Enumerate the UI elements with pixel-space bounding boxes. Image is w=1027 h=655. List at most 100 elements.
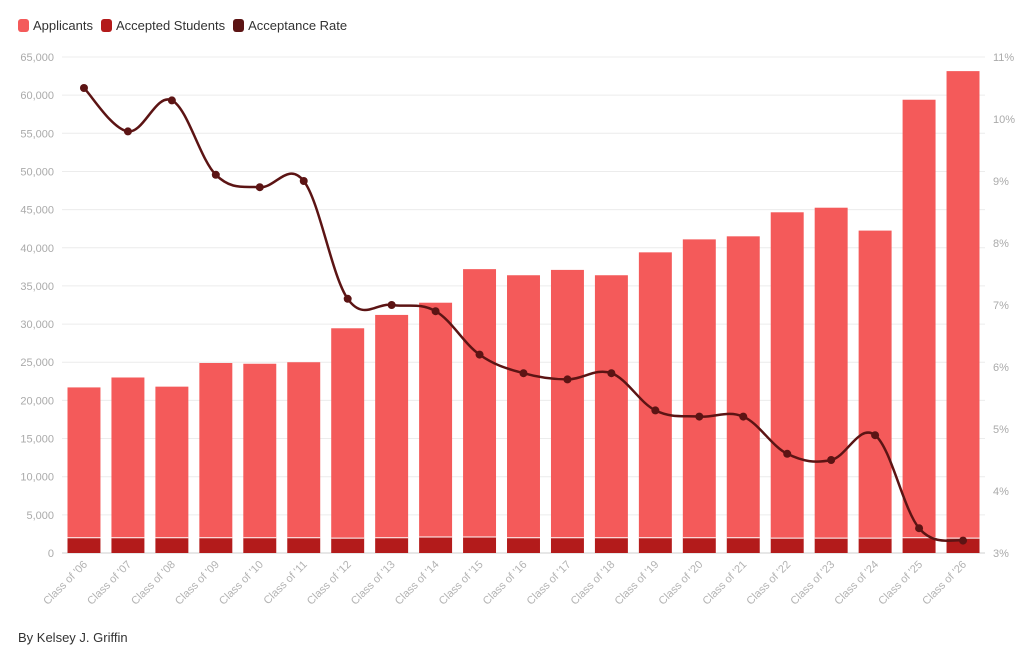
acceptance-rate-point[interactable] — [211, 170, 220, 179]
legend-item-applicants[interactable]: Applicants — [18, 18, 93, 33]
y-tick-label: 60,000 — [20, 90, 54, 102]
bar-applicants[interactable] — [419, 302, 453, 537]
bar-applicants[interactable] — [550, 269, 584, 538]
acceptance-rate-point[interactable] — [563, 375, 572, 384]
bar-accepted[interactable] — [638, 537, 672, 553]
y2-tick-label: 5% — [993, 424, 1009, 436]
legend-item-rate[interactable]: Acceptance Rate — [233, 18, 347, 33]
x-tick-label: Class of '26 — [920, 559, 969, 608]
y2-tick-label: 6% — [993, 362, 1009, 374]
bar-applicants[interactable] — [287, 362, 321, 538]
acceptance-rate-point[interactable] — [79, 84, 88, 92]
bar-accepted[interactable] — [594, 537, 628, 553]
acceptance-rate-point[interactable] — [343, 294, 352, 303]
bar-accepted[interactable] — [155, 537, 189, 553]
acceptance-rate-point[interactable] — [255, 183, 264, 192]
x-tick-label: Class of '25 — [876, 559, 925, 608]
y-tick-label: 5,000 — [26, 510, 54, 522]
y2-tick-label: 10% — [993, 114, 1015, 126]
bar-applicants[interactable] — [770, 212, 804, 539]
acceptance-rate-point[interactable] — [695, 412, 704, 421]
bar-applicants[interactable] — [463, 269, 497, 537]
acceptance-rate-point[interactable] — [783, 449, 792, 458]
x-tick-label: Class of '13 — [349, 559, 398, 608]
y-tick-label: 15,000 — [20, 434, 54, 446]
bar-applicants[interactable] — [638, 252, 672, 538]
y-tick-label: 55,000 — [20, 128, 54, 140]
bar-accepted[interactable] — [902, 537, 936, 553]
x-tick-label: Class of '12 — [305, 559, 354, 608]
x-tick-label: Class of '18 — [569, 559, 618, 608]
bar-applicants[interactable] — [243, 363, 277, 538]
acceptance-rate-point[interactable] — [387, 301, 396, 309]
bar-accepted[interactable] — [726, 537, 760, 553]
x-tick-label: Class of '20 — [657, 559, 706, 608]
bar-applicants[interactable] — [199, 362, 233, 538]
acceptance-rate-point[interactable] — [915, 524, 924, 533]
bar-accepted[interactable] — [682, 537, 716, 553]
bar-applicants[interactable] — [111, 377, 145, 538]
y-tick-label: 50,000 — [20, 166, 54, 178]
bar-accepted[interactable] — [67, 537, 101, 553]
bar-applicants[interactable] — [507, 275, 540, 538]
y2-tick-label: 7% — [993, 300, 1009, 312]
acceptance-rate-point[interactable] — [431, 307, 440, 316]
acceptance-rate-point[interactable] — [299, 177, 308, 185]
x-tick-label: Class of '21 — [700, 559, 749, 608]
acceptance-rate-point[interactable] — [871, 431, 880, 440]
bar-applicants[interactable] — [594, 275, 628, 538]
bar-accepted[interactable] — [946, 538, 980, 553]
x-tick-label: Class of '23 — [788, 559, 837, 608]
bar-accepted[interactable] — [375, 537, 409, 553]
bar-accepted[interactable] — [770, 538, 804, 553]
bar-accepted[interactable] — [814, 538, 848, 553]
y-tick-label: 25,000 — [20, 357, 54, 369]
x-tick-label: Class of '15 — [437, 559, 486, 608]
bar-applicants[interactable] — [375, 314, 409, 538]
y-tick-label: 65,000 — [20, 52, 54, 64]
y-tick-label: 20,000 — [20, 395, 54, 407]
acceptance-rate-point[interactable] — [959, 536, 968, 545]
bar-accepted[interactable] — [550, 537, 584, 553]
bar-applicants[interactable] — [682, 239, 716, 538]
acceptance-rate-point[interactable] — [123, 127, 132, 136]
bar-accepted[interactable] — [199, 537, 233, 553]
bar-accepted[interactable] — [419, 536, 453, 553]
y-tick-label: 30,000 — [20, 319, 54, 331]
bar-accepted[interactable] — [463, 536, 497, 553]
x-tick-label: Class of '19 — [613, 559, 662, 608]
chart-legend: Applicants Accepted Students Acceptance … — [18, 18, 347, 33]
x-tick-label: Class of '22 — [744, 559, 793, 608]
x-tick-label: Class of '16 — [481, 559, 530, 608]
acceptance-rate-point[interactable] — [167, 96, 176, 105]
acceptance-rate-point[interactable] — [739, 412, 748, 421]
x-tick-label: Class of '17 — [525, 559, 574, 608]
legend-item-accepted[interactable]: Accepted Students — [100, 18, 225, 33]
bar-applicants[interactable] — [726, 236, 760, 538]
bar-accepted[interactable] — [287, 537, 321, 553]
acceptance-rate-point[interactable] — [651, 406, 660, 415]
acceptance-rate-point[interactable] — [519, 369, 528, 378]
y2-tick-label: 4% — [993, 486, 1009, 498]
y2-tick-label: 8% — [993, 238, 1009, 250]
bar-accepted[interactable] — [331, 538, 365, 553]
bar-applicants[interactable] — [902, 99, 936, 538]
bar-applicants[interactable] — [946, 71, 980, 539]
y-tick-label: 40,000 — [20, 243, 54, 255]
bar-applicants[interactable] — [331, 328, 365, 539]
bar-accepted[interactable] — [507, 537, 540, 553]
acceptance-rate-point[interactable] — [475, 350, 484, 359]
bar-applicants[interactable] — [858, 230, 892, 539]
bar-applicants[interactable] — [814, 207, 848, 539]
bar-applicants[interactable] — [155, 386, 189, 538]
acceptance-rate-point[interactable] — [827, 456, 836, 464]
x-tick-label: Class of '24 — [832, 559, 881, 608]
acceptance-rate-point[interactable] — [607, 369, 616, 378]
bar-accepted[interactable] — [243, 537, 277, 553]
x-tick-label: Class of '14 — [393, 559, 442, 608]
bar-accepted[interactable] — [111, 537, 145, 553]
byline: By Kelsey J. Griffin — [18, 630, 128, 645]
bar-accepted[interactable] — [858, 538, 892, 553]
bar-applicants[interactable] — [67, 387, 101, 538]
legend-swatch-accepted — [100, 19, 112, 32]
